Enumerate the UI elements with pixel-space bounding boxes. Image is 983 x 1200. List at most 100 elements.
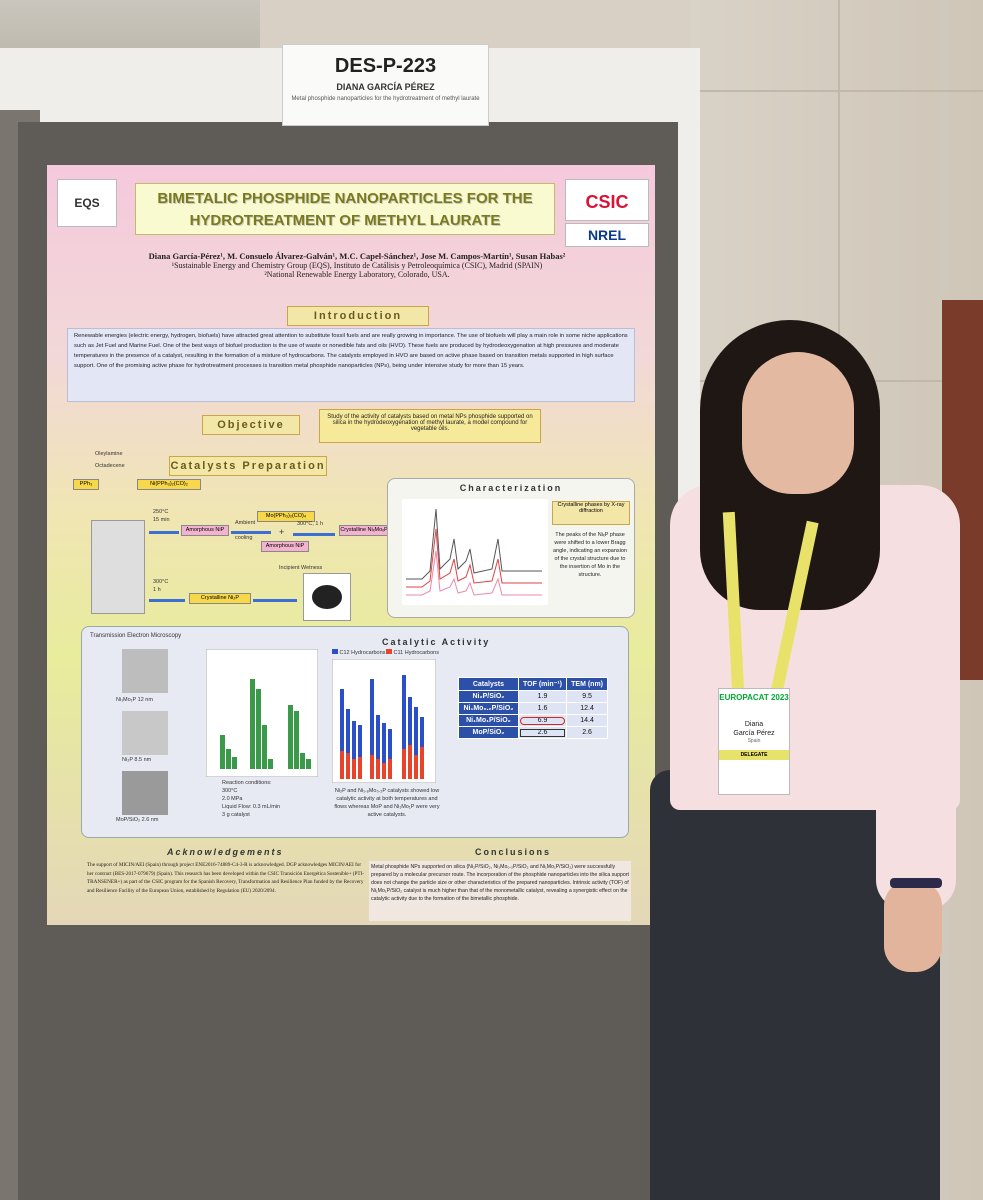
characterization-panel: Characterization Crystalline phases by X…	[387, 478, 635, 618]
reaction-conditions: Reaction conditions: 300°C 2.0 MPa Liqui…	[222, 779, 280, 819]
legend-c12: C12 Hydrocarbons	[332, 649, 385, 656]
table-header: TEM (nm)	[566, 677, 608, 691]
table-cell-highlight: 2.6	[517, 726, 568, 739]
introduction-heading: Introduction	[287, 306, 429, 326]
table-cell: MoP/SiO₂	[458, 726, 519, 739]
tem-heading: Transmission Electron Microscopy	[90, 633, 182, 639]
flow-arrow	[149, 531, 179, 534]
catalytic-note: Ni₂P and Ni₁.₈Mo₀.₂P catalysts showed lo…	[334, 788, 440, 818]
badge-first-name: Diana	[744, 721, 764, 728]
xrd-explanation: The peaks of the NiₓP phase were shifted…	[552, 532, 627, 578]
csic-logo: CSIC	[565, 179, 649, 221]
reactor-photo	[91, 520, 145, 614]
tem-catalytic-panel: Transmission Electron Microscopy Catalyt…	[81, 626, 629, 838]
badge-role: DELEGATE	[719, 750, 789, 760]
reaction-conditions-title: Reaction conditions:	[222, 780, 272, 786]
table-row: Ni₁Mo₀.₂P/SiO₂ 1.6 12.4	[458, 702, 608, 715]
prep-ni-complex: Ni(PPh₃)₂(CO)₂	[137, 479, 201, 490]
prep-mo-complex: Mo(PPh₃)₂(CO)₄	[257, 511, 315, 522]
prep-pph3: PPh₃	[73, 479, 99, 490]
affiliation-2: ²National Renewable Energy Laboratory, C…	[264, 270, 450, 279]
prep-cooling: cooling	[235, 535, 253, 541]
table-row: Ni₂P/SiO₂ 1.9 9.5	[458, 690, 608, 703]
reaction-condition: Liquid Flow: 0.3 mL/min	[222, 804, 281, 810]
flow-arrow	[253, 599, 297, 602]
flow-arrow	[149, 599, 185, 602]
reaction-condition: 3 g catalyst	[222, 812, 250, 818]
tem-image-mop	[122, 771, 168, 815]
acknowledgements-text: The support of MICIN/AEI (Spain) through…	[87, 862, 365, 894]
wall-tile-line	[690, 90, 983, 92]
acknowledgements-heading: Acknowledgements	[167, 847, 284, 857]
authors-block: Diana García-Pérez¹, M. Consuelo Álvarez…	[87, 251, 627, 279]
prep-amorphous-nip-2: Amorphous NiP	[261, 541, 309, 552]
prep-amorphous-nip: Amorphous NiP	[181, 525, 229, 536]
introduction-text: Renewable energies (electric energy, hyd…	[67, 328, 635, 402]
prep-crystalline-ni2p: Crystalline Ni₂P	[189, 593, 251, 604]
table-row: Ni₁Mo₁P/SiO₂ 6.9 14.4	[458, 714, 608, 727]
table-cell: Ni₁Mo₁P/SiO₂	[458, 714, 519, 727]
prep-label-octadecene: Octadecene	[95, 463, 125, 469]
nrel-logo: NREL	[565, 223, 649, 247]
reaction-condition: 300°C	[222, 788, 238, 794]
legend-c11: C11 Hydrocarbons	[386, 649, 439, 656]
conclusions-text: Metal phosphide NPs supported on silica …	[369, 861, 631, 921]
prep-time-15min: 15 min	[153, 517, 170, 523]
conversion-chart	[206, 649, 318, 777]
prep-plus: +	[279, 527, 285, 537]
reaction-condition: 2.0 MPa	[222, 796, 243, 802]
conference-badge: EUROPACAT 2023 Diana García Pérez Spain …	[718, 688, 790, 795]
author-list: Diana García-Pérez¹, M. Consuelo Álvarez…	[148, 251, 566, 261]
person-face	[742, 352, 854, 494]
badge-country: Spain	[747, 738, 761, 744]
tem-label-mop: MoP/SiO₂ 2.6 nm	[116, 817, 159, 823]
conclusions-heading: Conclusions	[475, 847, 552, 857]
table-cell: 1.6	[517, 702, 568, 715]
presenter-name: DIANA GARCÍA PÉREZ	[336, 82, 435, 92]
poster: EQS BIMETALIC PHOSPHIDE NANOPARTICLES FO…	[47, 165, 655, 925]
poster-title: BIMETALIC PHOSPHIDE NANOPARTICLES FOR TH…	[135, 183, 555, 235]
affiliation-1: ¹Sustainable Energy and Chemistry Group …	[171, 261, 543, 270]
powder-photo	[303, 573, 351, 621]
legend-c12-label: C12 Hydrocarbons	[339, 650, 386, 656]
tem-image-ni2p	[122, 711, 168, 755]
objective-text: Study of the activity of catalysts based…	[319, 409, 541, 443]
characterization-heading: Characterization	[459, 483, 563, 493]
prep-crystalline-nimop: Crystalline NiₓMoₓP	[339, 525, 389, 536]
xrd-note-box: Crystalline phases by X-ray diffraction	[552, 501, 630, 525]
poster-header-card: DES-P-223 DIANA GARCÍA PÉREZ Metal phosp…	[282, 44, 489, 126]
badge-last-name: García Pérez	[733, 730, 775, 737]
tof-table: Catalysts TOF (min⁻¹) TEM (nm) Ni₂P/SiO₂…	[458, 677, 608, 739]
poster-subtitle: Metal phosphide nanoparticles for the hy…	[291, 96, 480, 102]
eqs-logo: EQS	[57, 179, 117, 227]
table-cell-highlight: 6.9	[517, 714, 568, 727]
prep-temp-300-1h: 300°C, 1 h	[297, 521, 324, 527]
catalytic-activity-heading: Catalytic Activity	[382, 637, 491, 647]
tem-image-nimo	[122, 649, 168, 693]
title-line-1: BIMETALIC PHOSPHIDE NANOPARTICLES FOR TH…	[157, 190, 533, 207]
selectivity-chart	[332, 659, 436, 783]
table-cell: 14.4	[566, 714, 608, 727]
table-cell: 1.9	[517, 690, 568, 703]
objective-heading: Objective	[202, 415, 300, 435]
table-cell: 2.6	[566, 726, 608, 739]
table-cell: Ni₁Mo₀.₂P/SiO₂	[458, 702, 519, 715]
prep-temp-250: 250°C	[153, 509, 169, 515]
badge-event: EUROPACAT 2023	[719, 693, 789, 702]
flow-arrow	[231, 531, 271, 534]
table-cell: Ni₂P/SiO₂	[458, 690, 519, 703]
person-hand	[884, 880, 942, 972]
legend-c11-label: C11 Hydrocarbons	[393, 650, 439, 656]
wristwatch	[890, 878, 942, 888]
tem-label-ni2p: Ni₂P 8.5 nm	[122, 757, 152, 763]
csic-logo-text: CSIC	[585, 192, 629, 212]
prep-time-1h: 1 h	[153, 587, 161, 593]
table-row: MoP/SiO₂ 2.6 2.6	[458, 726, 608, 739]
table-header: TOF (min⁻¹)	[517, 677, 568, 691]
table-cell: 12.4	[566, 702, 608, 715]
prep-incipient-wetness: Incipient Wetness	[279, 565, 323, 571]
prep-ambient: Ambient	[235, 520, 256, 526]
xrd-plot	[402, 499, 548, 605]
badge-name: Diana García Pérez	[719, 720, 789, 738]
table-cell: 9.5	[566, 690, 608, 703]
